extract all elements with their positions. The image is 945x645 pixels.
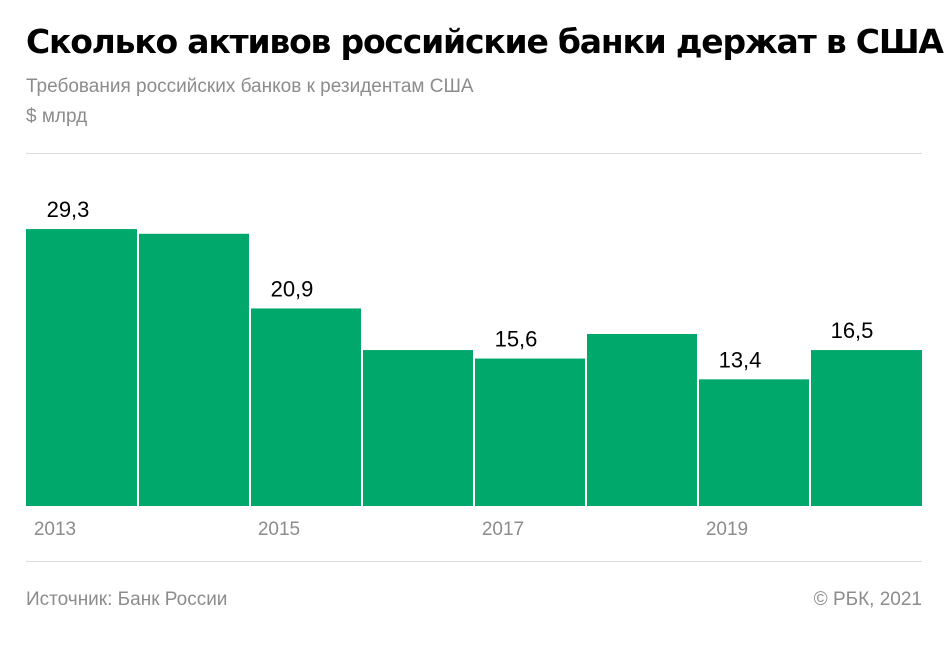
bar-2017	[475, 358, 585, 506]
x-axis-ticks: 2013 2015 2017 2019	[34, 519, 748, 540]
chart-subtitle: Требования российских банков к резидента…	[26, 76, 474, 97]
bar-2015	[251, 308, 361, 506]
bar-2014	[139, 233, 249, 506]
chart-title: Сколько активов российские банки держат …	[26, 22, 944, 61]
bar-2013	[26, 229, 137, 506]
value-label-2020: 16,5	[831, 318, 874, 343]
value-label-2017: 15,6	[495, 327, 538, 352]
bar-2020	[811, 350, 922, 506]
unit-label: $ млрд	[26, 106, 88, 127]
value-label-2013: 29,3	[47, 197, 90, 222]
bar-2016	[363, 350, 473, 506]
x-tick-2017: 2017	[482, 519, 524, 540]
bars-group	[26, 229, 922, 506]
copyright-note: © РБК, 2021	[813, 589, 922, 610]
x-tick-2013: 2013	[34, 519, 76, 540]
bottom-divider	[26, 561, 922, 562]
top-divider	[26, 153, 922, 154]
value-label-2015: 20,9	[271, 276, 314, 301]
value-label-2019: 13,4	[719, 347, 762, 372]
x-tick-2019: 2019	[706, 519, 748, 540]
value-labels-group: 29,3 20,9 15,6 13,4 16,5	[47, 197, 874, 372]
bar-2019	[699, 379, 809, 506]
x-tick-2015: 2015	[258, 519, 300, 540]
bar-2018	[587, 333, 697, 506]
bar-chart: 29,3 20,9 15,6 13,4 16,5 2013 2015 2017 2019	[26, 197, 922, 540]
source-note: Источник: Банк России	[26, 589, 228, 610]
